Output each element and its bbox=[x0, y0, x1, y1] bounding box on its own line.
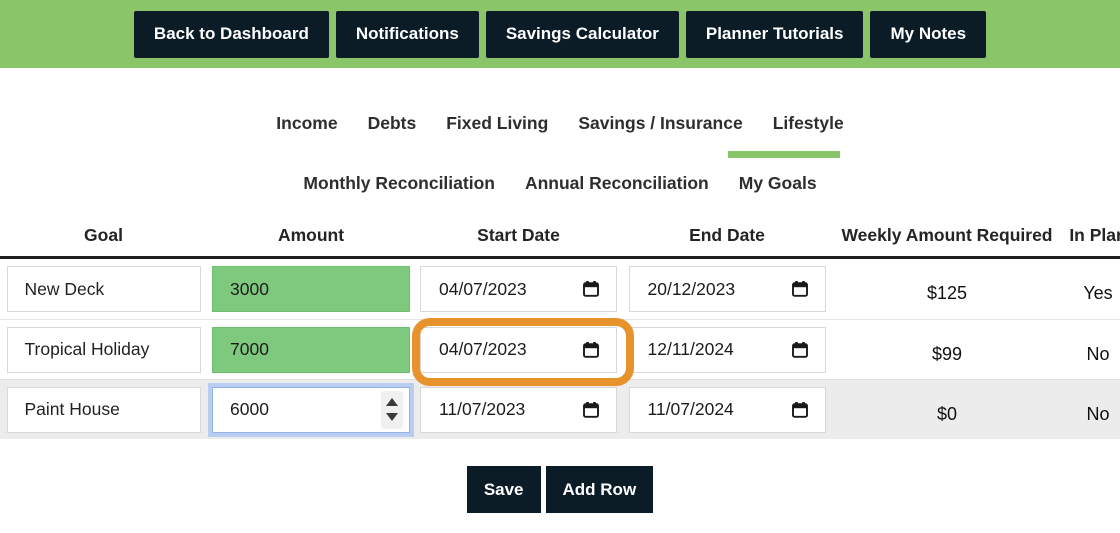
end-date-value: 11/07/2024 bbox=[647, 399, 734, 419]
in-plan-value: No bbox=[1086, 403, 1110, 424]
amount-value: 6000 bbox=[230, 399, 269, 419]
table-row: Tropical Holiday 7000 04/07/2023 12/11/2… bbox=[0, 319, 1120, 379]
goal-name-input[interactable]: Paint House bbox=[6, 386, 201, 433]
my-notes-button[interactable]: My Notes bbox=[870, 10, 987, 58]
tab-annual-reconciliation[interactable]: Annual Reconciliation bbox=[524, 173, 709, 193]
tab-fixed-living[interactable]: Fixed Living bbox=[446, 113, 549, 133]
amount-input[interactable]: 7000 bbox=[212, 326, 410, 373]
calendar-icon[interactable] bbox=[582, 401, 600, 419]
end-date-input[interactable]: 11/07/2024 bbox=[628, 386, 826, 433]
start-date-input[interactable]: 11/07/2023 bbox=[420, 386, 617, 433]
table-row: New Deck 3000 04/07/2023 20/12/2023 $125 bbox=[0, 259, 1120, 319]
calendar-icon[interactable] bbox=[791, 401, 809, 419]
planner-tutorials-button[interactable]: Planner Tutorials bbox=[685, 10, 864, 58]
add-row-button[interactable]: Add Row bbox=[545, 466, 654, 513]
column-header-end-date: End Date bbox=[689, 225, 765, 245]
start-date-value: 11/07/2023 bbox=[439, 399, 526, 419]
tab-my-goals[interactable]: My Goals bbox=[738, 173, 817, 193]
tab-savings-insurance[interactable]: Savings / Insurance bbox=[578, 113, 743, 133]
column-header-in-plan: In Plan bbox=[1069, 225, 1120, 245]
weekly-amount-value: $125 bbox=[926, 283, 968, 303]
stepper-up-icon[interactable] bbox=[386, 398, 398, 406]
start-date-value: 04/07/2023 bbox=[439, 278, 527, 299]
in-plan-value: Yes bbox=[1083, 283, 1113, 303]
amount-input[interactable]: 3000 bbox=[212, 266, 410, 312]
end-date-value: 12/11/2024 bbox=[647, 339, 734, 359]
category-tabs: Income Debts Fixed Living Savings / Insu… bbox=[0, 112, 1120, 158]
end-date-input[interactable]: 12/11/2024 bbox=[628, 326, 826, 373]
calendar-icon[interactable] bbox=[791, 280, 809, 298]
goal-name-input[interactable]: Tropical Holiday bbox=[6, 326, 201, 373]
number-stepper[interactable] bbox=[381, 390, 403, 429]
column-header-start-date: Start Date bbox=[477, 225, 560, 245]
active-tab-underline bbox=[727, 151, 840, 158]
goals-table-header: Goal Amount Start Date End Date Weekly A… bbox=[0, 224, 1120, 259]
sub-tabs: Monthly Reconciliation Annual Reconcilia… bbox=[0, 172, 1120, 194]
start-date-value: 04/07/2023 bbox=[439, 339, 527, 359]
start-date-input[interactable]: 04/07/2023 bbox=[420, 266, 617, 312]
table-row: Paint House 6000 11/07/2023 11/07/2024 bbox=[0, 379, 1120, 439]
calendar-icon[interactable] bbox=[582, 280, 600, 298]
tab-monthly-reconciliation[interactable]: Monthly Reconciliation bbox=[303, 173, 495, 193]
tab-lifestyle-label: Lifestyle bbox=[772, 113, 844, 133]
top-nav-bar: Back to Dashboard Notifications Savings … bbox=[0, 0, 1120, 68]
table-actions: Save Add Row bbox=[0, 466, 1120, 513]
notifications-button[interactable]: Notifications bbox=[335, 10, 479, 58]
amount-input-focused[interactable]: 6000 bbox=[212, 386, 410, 433]
column-header-goal: Goal bbox=[84, 225, 123, 245]
weekly-amount-value: $99 bbox=[931, 343, 963, 364]
goals-table: Goal Amount Start Date End Date Weekly A… bbox=[0, 224, 1120, 439]
tab-lifestyle[interactable]: Lifestyle bbox=[727, 112, 844, 158]
save-button[interactable]: Save bbox=[466, 466, 541, 513]
start-date-input[interactable]: 04/07/2023 bbox=[420, 326, 617, 373]
tab-debts[interactable]: Debts bbox=[367, 113, 417, 133]
end-date-value: 20/12/2023 bbox=[647, 278, 736, 299]
end-date-input[interactable]: 20/12/2023 bbox=[628, 266, 826, 312]
back-to-dashboard-button[interactable]: Back to Dashboard bbox=[133, 10, 329, 58]
calendar-icon[interactable] bbox=[582, 341, 600, 359]
savings-calculator-button[interactable]: Savings Calculator bbox=[485, 10, 679, 58]
stepper-down-icon[interactable] bbox=[386, 413, 398, 421]
column-header-weekly-amount: Weekly Amount Required bbox=[841, 225, 1053, 245]
calendar-icon[interactable] bbox=[791, 341, 809, 359]
in-plan-value: No bbox=[1086, 343, 1110, 364]
weekly-amount-value: $0 bbox=[936, 403, 958, 424]
goal-name-input[interactable]: New Deck bbox=[6, 266, 201, 312]
tab-income[interactable]: Income bbox=[276, 113, 338, 133]
column-header-amount: Amount bbox=[277, 225, 345, 245]
